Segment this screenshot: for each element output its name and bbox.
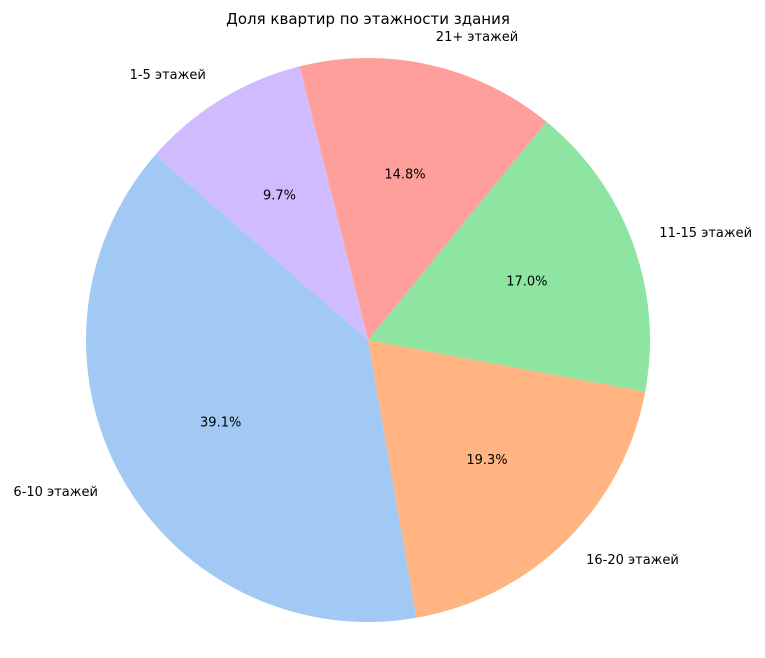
pie-slice-1 [368, 340, 646, 618]
slice-percent-4: 9.7% [263, 188, 296, 203]
pie-labels: 6-10 этажей 39.1% 16-20 этажей 19.3% 11-15 э… [13, 30, 752, 568]
slice-label-4: 1-5 этажей [130, 68, 206, 83]
pie-slice-0 [85, 154, 417, 623]
slice-percent-3: 14.8% [384, 167, 425, 182]
slice-label-0: 6-10 этажей [13, 485, 97, 500]
slice-label-1: 16-20 этажей [586, 553, 679, 568]
pie-slice-4 [155, 66, 368, 341]
slice-label-3: 21+ этажей [436, 30, 518, 45]
pie-slice-2 [368, 121, 650, 392]
slice-percent-2: 17.0% [506, 274, 547, 289]
pie-slice-3 [299, 57, 547, 340]
slice-label-2: 11-15 этажей [659, 226, 752, 241]
slice-percent-1: 19.3% [466, 453, 507, 468]
slice-percent-0: 39.1% [200, 416, 241, 431]
pie-slices [85, 57, 650, 623]
chart-title: Доля квартир по этажности здания [226, 10, 510, 28]
